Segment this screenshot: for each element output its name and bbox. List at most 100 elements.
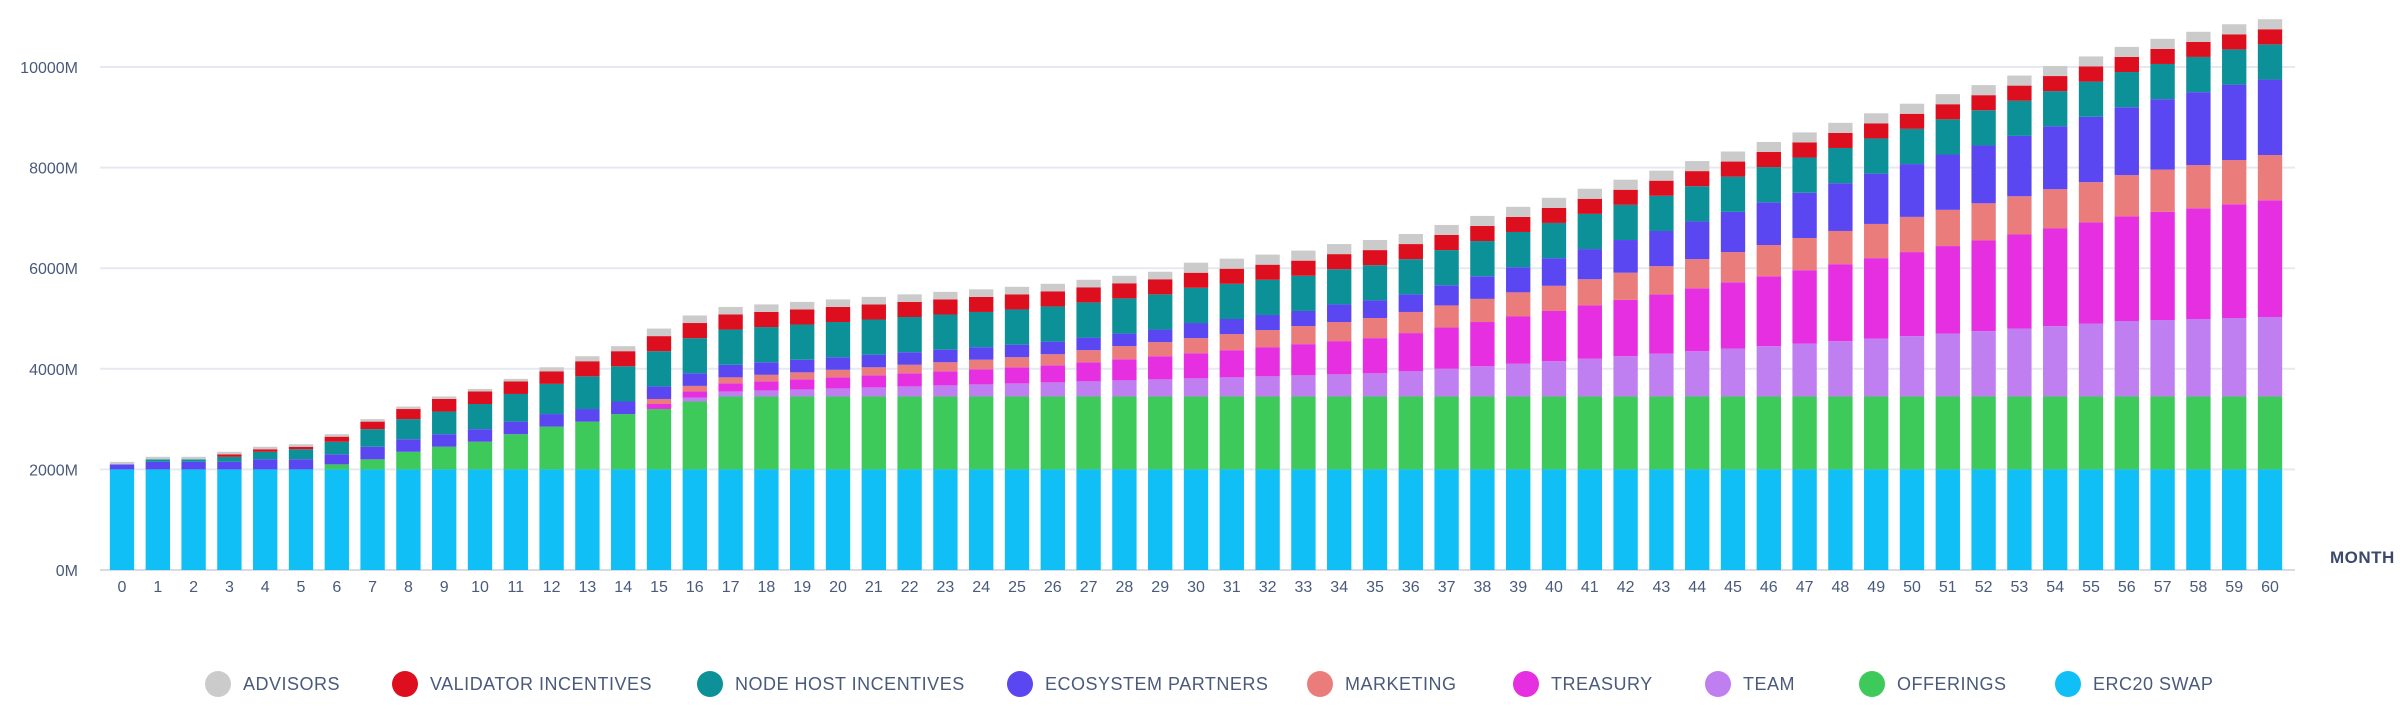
bar-segment-offerings	[1792, 396, 1817, 470]
bar-segment-treasury	[1362, 338, 1388, 374]
bar-segment-validator-incentives	[1004, 294, 1030, 310]
bar-segment-erc20-swap	[1148, 469, 1173, 570]
bar-segment-marketing	[897, 364, 922, 374]
legend-swatch-erc20-swap	[2055, 671, 2081, 697]
bar-segment-marketing	[1649, 266, 1674, 295]
bar-segment-treasury	[1183, 353, 1209, 379]
bar-segment-offerings	[1112, 396, 1137, 470]
x-tick-label: 47	[1796, 579, 1814, 596]
bar-segment-offerings	[1148, 396, 1173, 470]
legend-label-advisors: ADVISORS	[243, 674, 340, 694]
bar-segment-advisors	[718, 306, 743, 315]
x-tick-label: 42	[1617, 579, 1635, 596]
bar-segment-marketing	[1434, 305, 1459, 328]
bar-segment-validator-incentives	[969, 296, 994, 312]
x-tick-label: 4	[261, 579, 270, 596]
bar-segment-ecosystem-partners	[396, 439, 421, 452]
bar-segment-node-host-incentives	[1040, 306, 1065, 342]
bar-segment-node-host-incentives	[682, 338, 707, 374]
bar-segment-ecosystem-partners	[253, 459, 278, 470]
bar-segment-team	[2078, 323, 2104, 397]
bar-segment-node-host-incentives	[825, 322, 851, 358]
bar-segment-ecosystem-partners	[217, 461, 242, 470]
bar-segment-validator-incentives	[253, 449, 278, 452]
bar-segment-team	[1434, 368, 1459, 397]
bar-segment-ecosystem-partners	[324, 454, 349, 465]
bar-segment-treasury	[2222, 204, 2247, 318]
bar-segment-marketing	[2007, 196, 2032, 235]
bar-segment-marketing	[1577, 279, 1602, 306]
bar-segment-team	[1935, 333, 1960, 397]
bar-segment-advisors	[1398, 234, 1423, 245]
legend-swatch-validator-incentives	[392, 671, 418, 697]
bar-segment-node-host-incentives	[1470, 241, 1495, 277]
bar-segment-erc20-swap	[2150, 469, 2175, 570]
x-tick-label: 43	[1653, 579, 1671, 596]
bar-segment-offerings	[1076, 396, 1101, 470]
bar-segment-offerings	[1040, 396, 1065, 470]
bar-segment-treasury	[1004, 367, 1030, 384]
x-tick-label: 24	[972, 579, 990, 596]
bar-segment-team	[1327, 374, 1352, 397]
x-tick-label: 51	[1939, 579, 1957, 596]
bar-segment-erc20-swap	[109, 469, 135, 570]
bar-segment-treasury	[1649, 294, 1674, 354]
x-tick-label: 12	[543, 579, 561, 596]
bar-segment-advisors	[1362, 240, 1388, 251]
bar-segment-team	[2257, 316, 2283, 397]
bar-segment-validator-incentives	[503, 381, 528, 394]
bar-segment-node-host-incentives	[897, 316, 922, 353]
bar-segment-validator-incentives	[1327, 254, 1352, 270]
bar-segment-advisors	[2078, 56, 2104, 67]
x-tick-label: 34	[1330, 579, 1348, 596]
x-tick-label: 41	[1581, 579, 1599, 596]
bar-segment-team	[2043, 326, 2068, 397]
bar-segment-advisors	[897, 294, 922, 302]
bar-segment-erc20-swap	[1470, 469, 1495, 570]
bar-segment-node-host-incentives	[1112, 298, 1137, 334]
x-tick-label: 35	[1366, 579, 1384, 596]
bar-segment-advisors	[1720, 151, 1746, 162]
bar-segment-team	[1362, 373, 1388, 397]
bar-segment-treasury	[1148, 356, 1173, 380]
bar-segment-node-host-incentives	[2186, 56, 2211, 93]
bar-segment-advisors	[646, 328, 672, 337]
bar-segment-ecosystem-partners	[1792, 192, 1817, 239]
bar-segment-marketing	[1828, 230, 1853, 265]
bar-segment-node-host-incentives	[324, 441, 349, 455]
bar-segment-ecosystem-partners	[2043, 126, 2068, 190]
bar-segment-marketing	[646, 398, 672, 405]
bar-segment-ecosystem-partners	[1291, 310, 1316, 327]
bar-segment-validator-incentives	[1470, 225, 1495, 242]
bar-segment-ecosystem-partners	[503, 421, 528, 435]
bar-segment-marketing	[1040, 354, 1065, 366]
bar-segment-validator-incentives	[288, 446, 314, 450]
bar-segment-marketing	[2078, 182, 2104, 223]
bar-segment-ecosystem-partners	[718, 364, 743, 378]
x-tick-label: 16	[686, 579, 704, 596]
bar-segment-validator-incentives	[1864, 123, 1889, 139]
legend-label-treasury: TREASURY	[1551, 674, 1653, 694]
bar-segment-validator-incentives	[1362, 250, 1388, 266]
bar-segment-erc20-swap	[1076, 469, 1101, 570]
bar-segment-offerings	[467, 441, 493, 470]
bar-segment-advisors	[790, 301, 815, 310]
bar-segment-node-host-incentives	[360, 429, 385, 447]
bar-segment-advisors	[2007, 75, 2032, 86]
bar-segment-offerings	[825, 396, 851, 470]
bar-segment-treasury	[682, 391, 707, 398]
bar-segment-offerings	[1470, 396, 1495, 470]
bar-segment-ecosystem-partners	[1935, 154, 1960, 210]
bar-segment-ecosystem-partners	[360, 446, 385, 460]
bar-segment-ecosystem-partners	[682, 373, 707, 386]
bar-segment-ecosystem-partners	[2257, 79, 2283, 156]
bar-segment-marketing	[1076, 350, 1101, 363]
bar-segment-team	[1541, 361, 1567, 397]
bar-segment-node-host-incentives	[1362, 265, 1388, 301]
bar-segment-validator-incentives	[1541, 207, 1567, 223]
bar-segment-ecosystem-partners	[969, 347, 994, 360]
bar-segment-treasury	[1899, 252, 1925, 337]
bar-segment-ecosystem-partners	[1076, 337, 1101, 351]
bar-segment-marketing	[1685, 259, 1710, 289]
x-tick-label: 18	[758, 579, 776, 596]
